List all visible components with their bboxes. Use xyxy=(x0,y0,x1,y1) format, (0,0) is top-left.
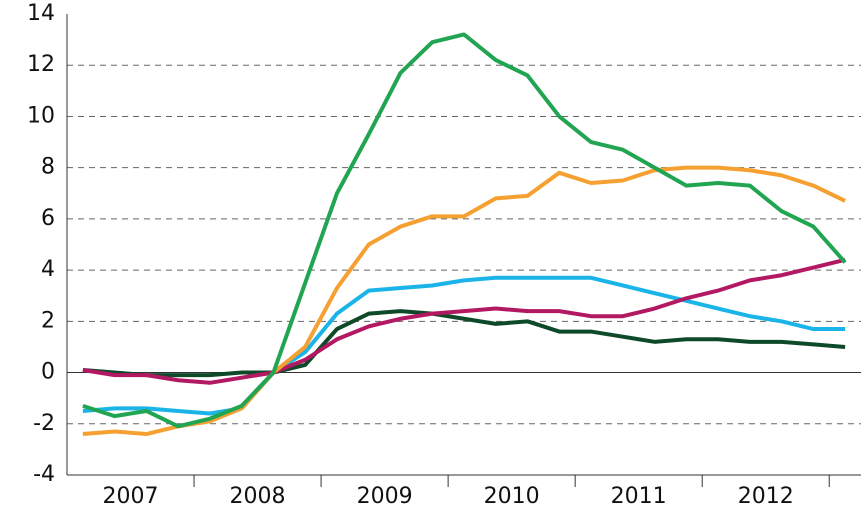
y-tick-label: -2 xyxy=(33,411,55,436)
series-line xyxy=(82,309,846,378)
x-tick-label: 2009 xyxy=(357,484,413,509)
y-tick-label: -4 xyxy=(33,462,55,487)
x-tick-label: 2008 xyxy=(230,484,286,509)
y-tick-label: 0 xyxy=(41,360,55,385)
y-tick-label: 6 xyxy=(41,206,55,231)
x-tick-label: 2007 xyxy=(103,484,159,509)
y-tick-label: 10 xyxy=(27,103,55,128)
series-line xyxy=(82,32,847,429)
y-tick-label: 2 xyxy=(41,308,55,333)
x-tick-label: 2010 xyxy=(484,484,540,509)
y-tick-label: 12 xyxy=(27,52,55,77)
series-line xyxy=(82,165,846,437)
y-tick-label: 8 xyxy=(41,155,55,180)
series-line xyxy=(82,257,846,385)
y-tick-label: 4 xyxy=(41,257,55,282)
series-line xyxy=(82,275,846,416)
x-tick-label: 2011 xyxy=(611,484,667,509)
y-tick-label: 14 xyxy=(27,1,55,26)
x-tick-label: 2012 xyxy=(738,484,794,509)
